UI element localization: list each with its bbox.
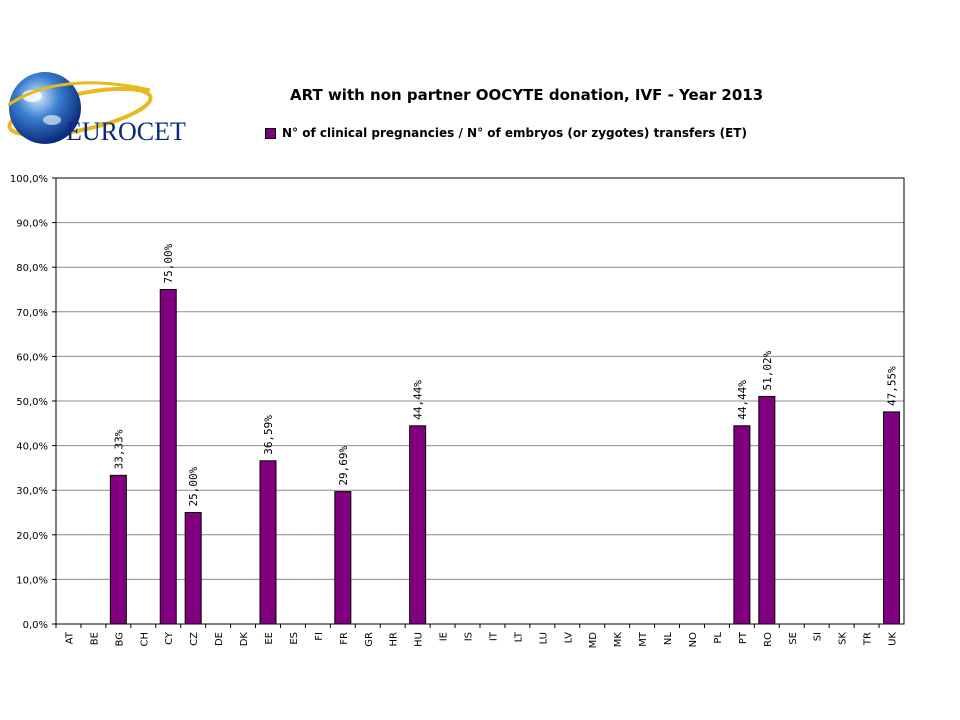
x-tick-label: LU — [538, 632, 549, 644]
bar — [409, 425, 427, 625]
y-tick-label: 30,0% — [16, 486, 48, 497]
x-tick-label: FR — [339, 632, 350, 645]
x-tick-label: DE — [214, 632, 225, 646]
x-tick-label: MT — [638, 631, 649, 647]
chart-title: ART with non partner OOCYTE donation, IV… — [290, 86, 764, 104]
bar — [758, 395, 776, 625]
data-label: 75,00% — [162, 243, 175, 283]
legend-label: N° of clinical pregnancies / N° of embry… — [282, 126, 747, 140]
y-tick-label: 70,0% — [16, 308, 48, 319]
bar — [733, 425, 751, 625]
y-tick-label: 50,0% — [16, 397, 48, 408]
y-tick-label: 80,0% — [16, 263, 48, 274]
x-tick-label: DK — [239, 632, 250, 647]
x-tick-label: PL — [713, 632, 724, 644]
x-tick-label: AT — [64, 631, 75, 644]
bar — [334, 491, 352, 625]
x-tick-label: IT — [488, 631, 499, 641]
data-label: 25,00% — [187, 466, 200, 506]
x-tick-label: LV — [563, 632, 574, 643]
x-tick-label: UK — [888, 632, 899, 646]
x-tick-label: GR — [364, 632, 375, 647]
x-tick-label: EE — [264, 632, 275, 645]
bar — [159, 289, 177, 625]
legend-swatch — [265, 127, 276, 139]
bar — [109, 474, 127, 625]
y-tick-label: 60,0% — [16, 352, 48, 363]
bar — [259, 460, 277, 625]
x-tick-label: SI — [813, 632, 824, 641]
x-tick-label: MK — [613, 632, 624, 648]
data-label: 29,69% — [337, 445, 350, 485]
data-label: 44,44% — [736, 380, 749, 420]
x-tick-label: IE — [439, 632, 450, 641]
x-tick-label: SK — [838, 632, 849, 645]
y-tick-label: 0,0% — [23, 620, 48, 631]
x-tick-label: RO — [763, 632, 774, 647]
x-tick-label: LT — [513, 631, 524, 642]
data-label: 33,33% — [112, 429, 125, 469]
logo-text: EUROCET — [66, 117, 186, 146]
x-tick-label: BG — [114, 632, 125, 646]
y-tick-label: 20,0% — [16, 531, 48, 542]
x-tick-label: FI — [314, 632, 325, 641]
x-tick-label: MD — [588, 632, 599, 649]
bar — [184, 512, 202, 625]
data-label: 44,44% — [412, 380, 425, 420]
eurocet-logo: EUROCET — [7, 72, 186, 146]
data-label: 51,02% — [761, 350, 774, 390]
x-tick-label: CH — [139, 632, 150, 647]
x-tick-label: CZ — [189, 632, 200, 646]
x-tick-label: TR — [863, 632, 874, 646]
legend: N° of clinical pregnancies / N° of embry… — [265, 126, 747, 140]
x-tick-label: PT — [738, 631, 749, 644]
x-tick-label: IS — [464, 632, 475, 641]
x-tick-label: NL — [663, 632, 674, 645]
data-label: 47,55% — [886, 366, 899, 406]
x-tick-label: ES — [289, 632, 300, 645]
x-tick-label: CY — [164, 631, 175, 645]
y-tick-label: 40,0% — [16, 442, 48, 453]
x-tick-label: SE — [788, 632, 799, 645]
x-tick-label: HU — [414, 632, 425, 647]
bar — [883, 411, 901, 625]
x-tick-label: NO — [688, 632, 699, 647]
y-tick-label: 10,0% — [16, 575, 48, 586]
y-tick-label: 90,0% — [16, 219, 48, 230]
x-tick-label: HR — [389, 632, 400, 647]
data-label: 36,59% — [262, 415, 275, 455]
x-tick-label: BE — [89, 632, 100, 645]
y-tick-label: 100,0% — [10, 174, 48, 185]
